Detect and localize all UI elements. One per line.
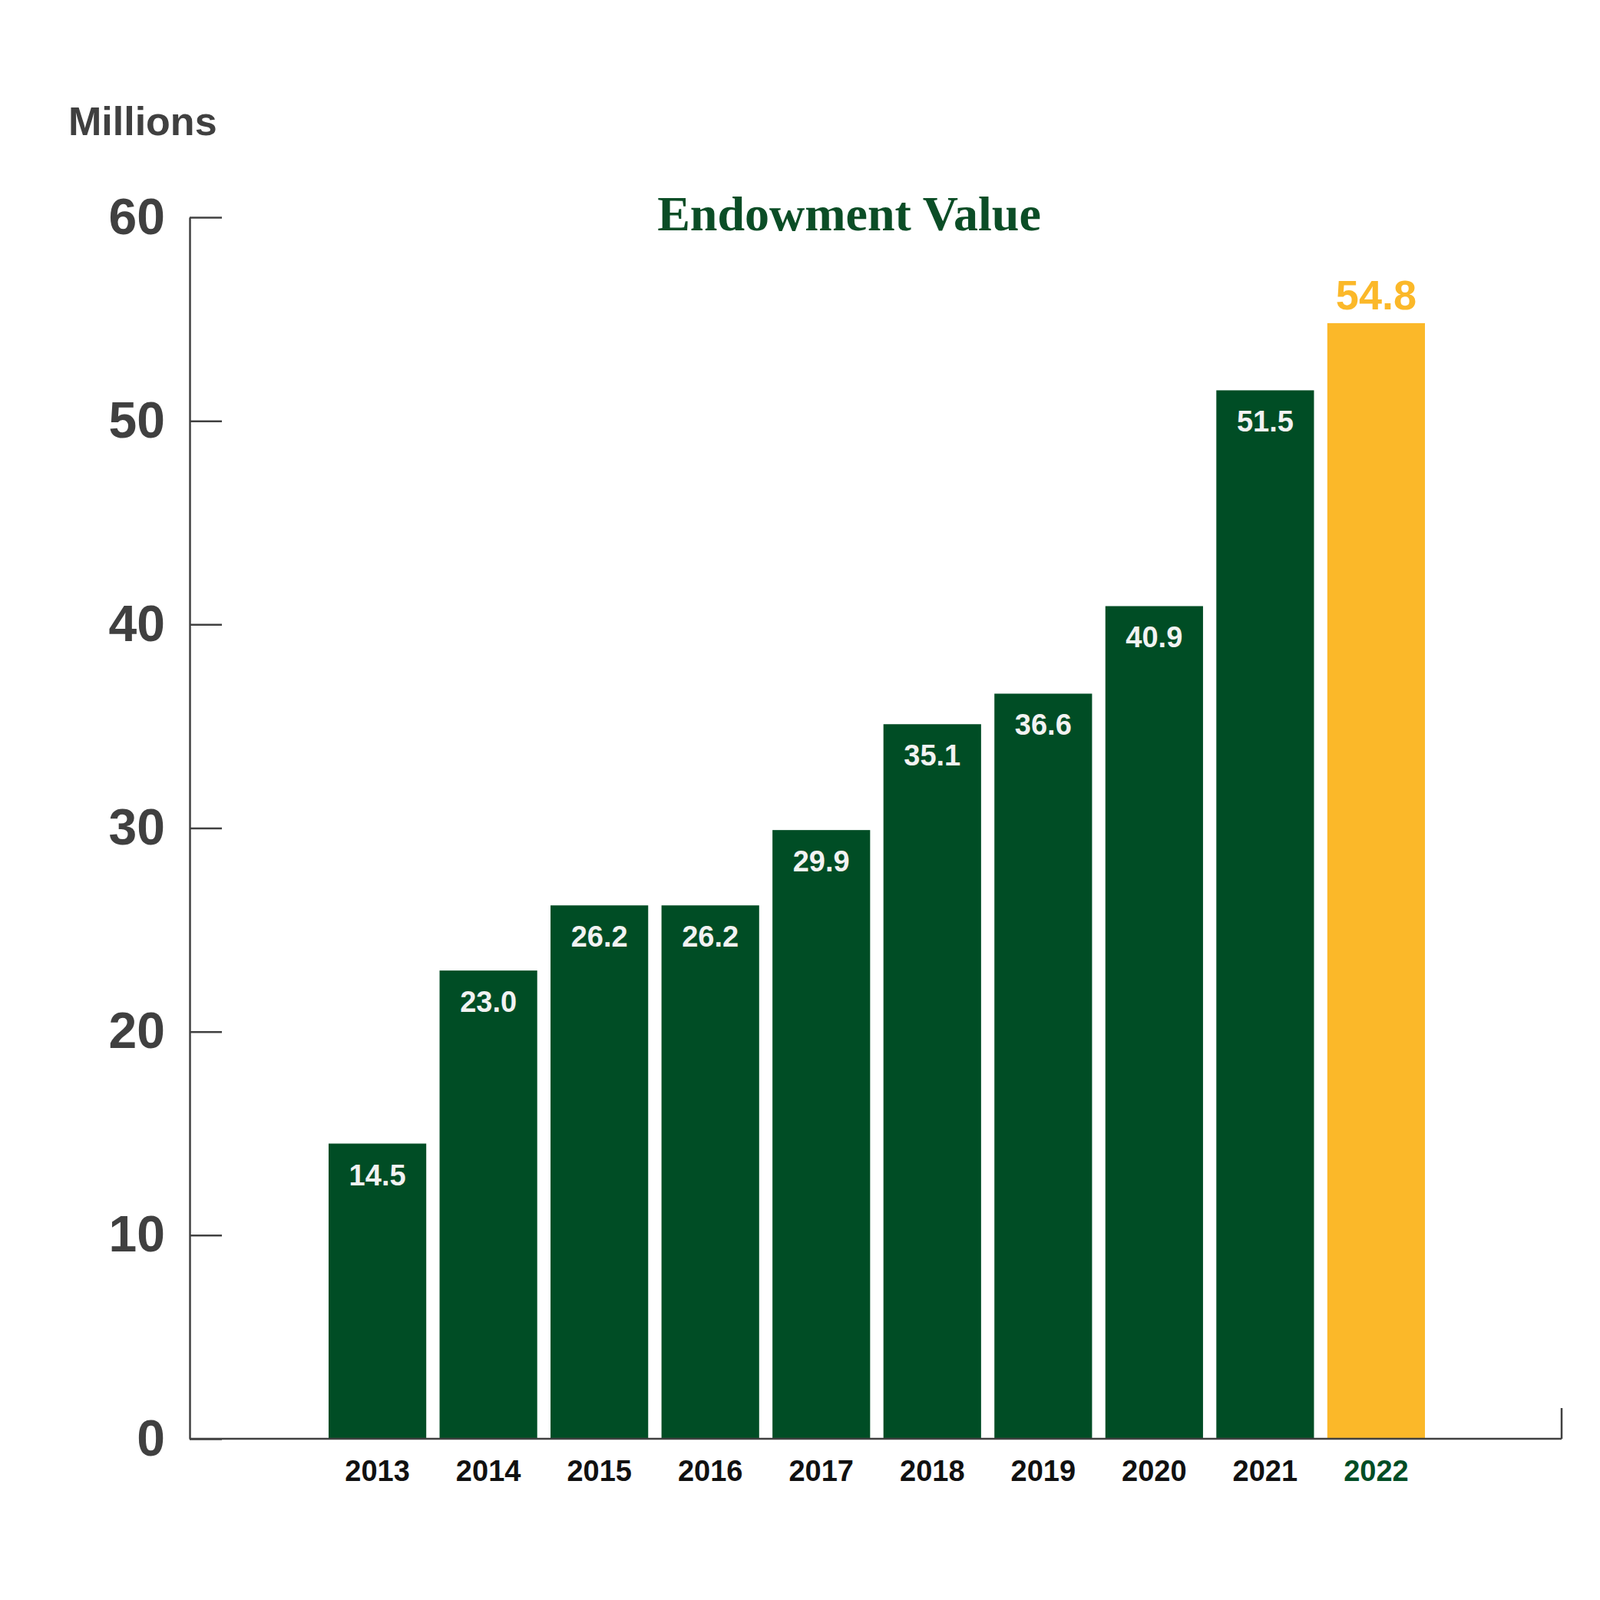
x-tick: 2018	[899, 1438, 966, 1488]
y-tick-mark	[189, 827, 222, 830]
y-tick-mark	[189, 216, 222, 219]
bars	[328, 323, 1425, 1439]
x-tick-label: 2018	[899, 1454, 966, 1488]
bar	[772, 829, 870, 1439]
x-tick: 2022	[1343, 1438, 1409, 1488]
data-label: 35.1	[903, 739, 961, 772]
bar	[439, 970, 538, 1439]
y-tick-label: 30	[109, 798, 166, 856]
data-label: 54.8	[1335, 271, 1417, 318]
x-tick-label: 2017	[788, 1454, 854, 1488]
title: Endowment Value	[657, 186, 1042, 242]
bar	[661, 905, 760, 1439]
y-axis: 0 10 20 30 40 50 60	[109, 188, 222, 1467]
x-axis-line	[189, 1438, 1562, 1441]
x-axis: 2013 2014 2015 2016 2017 2018 2019 2020 2021 2022	[344, 1438, 1409, 1488]
x-tick: 2016	[677, 1438, 744, 1488]
y-tick-label: 10	[109, 1205, 166, 1263]
data-label: 26.2	[571, 920, 629, 953]
x-tick-label: 2016	[677, 1454, 744, 1488]
y-tick: 60	[109, 188, 222, 245]
y-tick-mark	[189, 419, 222, 423]
y-tick: 40	[109, 595, 222, 652]
data-label: 51.5	[1236, 405, 1294, 438]
bar	[1216, 390, 1314, 1439]
bar	[550, 905, 648, 1439]
bar	[883, 723, 982, 1439]
bar	[994, 693, 1092, 1439]
y-tick-label: 0	[136, 1409, 166, 1467]
x-tick-label: 2020	[1121, 1454, 1187, 1488]
y-tick-label: 40	[109, 595, 166, 652]
data-label: 36.6	[1014, 708, 1072, 741]
x-tick: 2020	[1121, 1438, 1187, 1488]
x-tick: 2021	[1233, 1438, 1299, 1488]
x-tick: 2019	[1011, 1438, 1077, 1488]
x-tick-label: 2021	[1233, 1454, 1299, 1488]
chart: Endowment Value Millions 0 10 20 30 40 50 60 2013…	[0, 0, 1600, 1600]
data-label: 26.2	[681, 920, 739, 953]
bar	[1105, 605, 1204, 1439]
data-label: 29.9	[793, 845, 850, 878]
x-tick: 2017	[788, 1438, 854, 1488]
x-tick-label: 2022	[1343, 1454, 1409, 1488]
bar	[328, 1143, 427, 1439]
data-labels: 14.5 23.0 26.2 26.2 29.9 35.1 36.6 40.9 51.5 54.8	[349, 271, 1417, 1192]
y-axis-title: Millions	[68, 99, 218, 144]
y-tick: 0	[136, 1409, 222, 1467]
y-tick: 30	[109, 798, 222, 856]
y-tick: 20	[109, 1001, 222, 1059]
x-tick: 2015	[566, 1438, 632, 1488]
data-label: 40.9	[1125, 621, 1183, 654]
y-tick: 50	[109, 391, 222, 449]
x-tick: 2014	[456, 1438, 522, 1488]
x-tick-label: 2015	[566, 1454, 632, 1488]
y-tick-label: 50	[109, 391, 166, 449]
x-tick: 2013	[344, 1438, 410, 1488]
data-label: 14.5	[349, 1159, 407, 1192]
x-axis-end-tick	[1560, 1408, 1564, 1439]
y-tick-mark	[189, 1234, 222, 1237]
y-tick-mark	[189, 1031, 222, 1034]
y-tick-label: 20	[109, 1001, 166, 1059]
x-tick-label: 2019	[1011, 1454, 1077, 1488]
data-label: 23.0	[459, 985, 517, 1019]
x-tick-label: 2013	[344, 1454, 410, 1488]
bar	[1327, 323, 1425, 1439]
y-tick: 10	[109, 1205, 222, 1263]
x-tick-label: 2014	[456, 1454, 522, 1488]
y-tick-label: 60	[109, 188, 166, 245]
y-tick-mark	[189, 624, 222, 627]
